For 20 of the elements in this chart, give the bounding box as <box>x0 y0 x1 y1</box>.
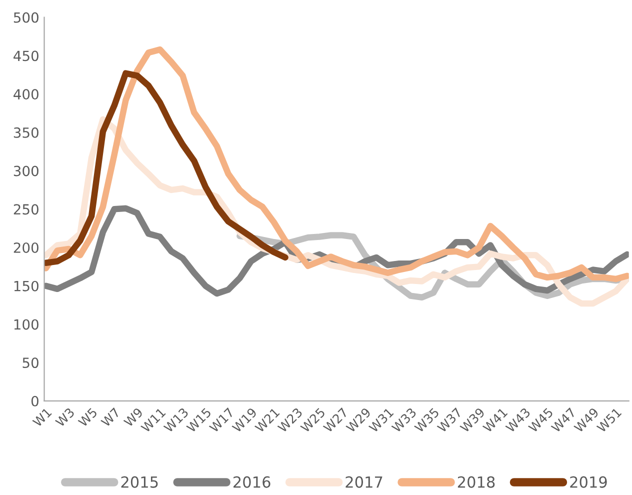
x-tick-label: W3 <box>54 407 75 428</box>
y-tick-label: 500 <box>14 12 38 23</box>
x-tick-label: W1 <box>32 408 52 428</box>
y-tick-label: 400 <box>14 89 38 100</box>
legend-label: 2019 <box>570 476 607 488</box>
y-tick-label: 0 <box>31 396 38 406</box>
y-tick-label: 300 <box>14 166 38 176</box>
legend-label: 2015 <box>121 476 158 488</box>
legend-label: 2017 <box>346 476 382 488</box>
y-tick-label: 450 <box>14 50 38 62</box>
y-tick-label: 350 <box>14 127 38 138</box>
legend-label: 2016 <box>234 476 270 488</box>
x-tick-label: W7 <box>100 408 120 428</box>
y-tick-label: 200 <box>14 242 38 253</box>
y-tick-label: 250 <box>14 204 38 215</box>
y-tick-label: 150 <box>14 280 38 292</box>
x-tick-label: W5 <box>78 408 98 428</box>
y-tick-label: 100 <box>14 319 38 330</box>
legend-label: 2018 <box>458 476 495 488</box>
y-tick-label: 50 <box>22 358 38 368</box>
